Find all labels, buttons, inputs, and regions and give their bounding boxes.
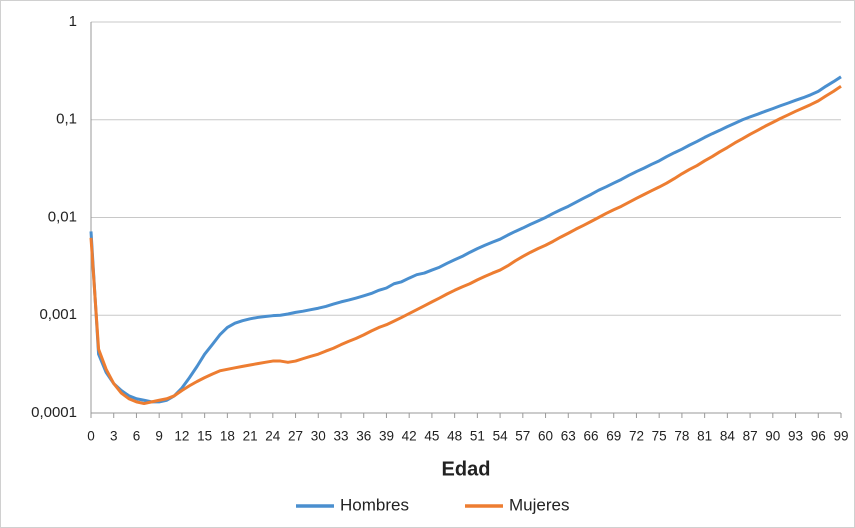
x-tick-label: 36 [356,429,371,444]
x-tick-label: 63 [561,429,576,444]
x-tick-label: 66 [583,429,598,444]
x-tick-label: 54 [493,429,509,444]
x-tick-label: 0 [87,429,95,444]
x-tick-label: 30 [311,429,326,444]
x-tick-label: 96 [811,429,826,444]
x-tick-label: 99 [833,429,848,444]
x-tick-label: 39 [379,429,394,444]
y-tick-label: 0,001 [39,306,77,323]
y-tick-label: 0,1 [56,111,77,128]
x-tick-label: 27 [288,429,303,444]
x-tick-label: 45 [424,429,439,444]
x-tick-label: 60 [538,429,553,444]
x-tick-label: 33 [333,429,348,444]
legend-label: Hombres [340,495,409,514]
y-tick-label: 0,01 [48,208,77,225]
x-tick-label: 15 [197,429,212,444]
x-tick-label: 42 [402,429,417,444]
y-tick-label: 1 [69,13,77,30]
x-tick-label: 84 [720,429,736,444]
x-tick-label: 48 [447,429,462,444]
x-axis-title: Edad [442,458,491,480]
x-tick-label: 9 [155,429,163,444]
x-tick-label: 87 [743,429,758,444]
series-line [89,75,842,404]
x-tick-label: 6 [133,429,141,444]
y-tick-label: 0,0001 [31,404,77,421]
x-tick-label: 3 [110,429,118,444]
x-tick-label: 75 [652,429,667,444]
x-tick-label: 72 [629,429,644,444]
x-tick-label: 57 [515,429,530,444]
series-line [89,85,842,406]
x-tick-label: 24 [265,429,281,444]
x-tick-label: 78 [674,429,689,444]
x-tick-label: 69 [606,429,621,444]
x-tick-label: 93 [788,429,803,444]
x-tick-label: 90 [765,429,780,444]
x-tick-label: 12 [174,429,189,444]
legend-label: Mujeres [509,495,569,514]
x-tick-label: 81 [697,429,712,444]
x-tick-label: 21 [243,429,258,444]
x-tick-label: 18 [220,429,235,444]
x-tick-label: 51 [470,429,485,444]
